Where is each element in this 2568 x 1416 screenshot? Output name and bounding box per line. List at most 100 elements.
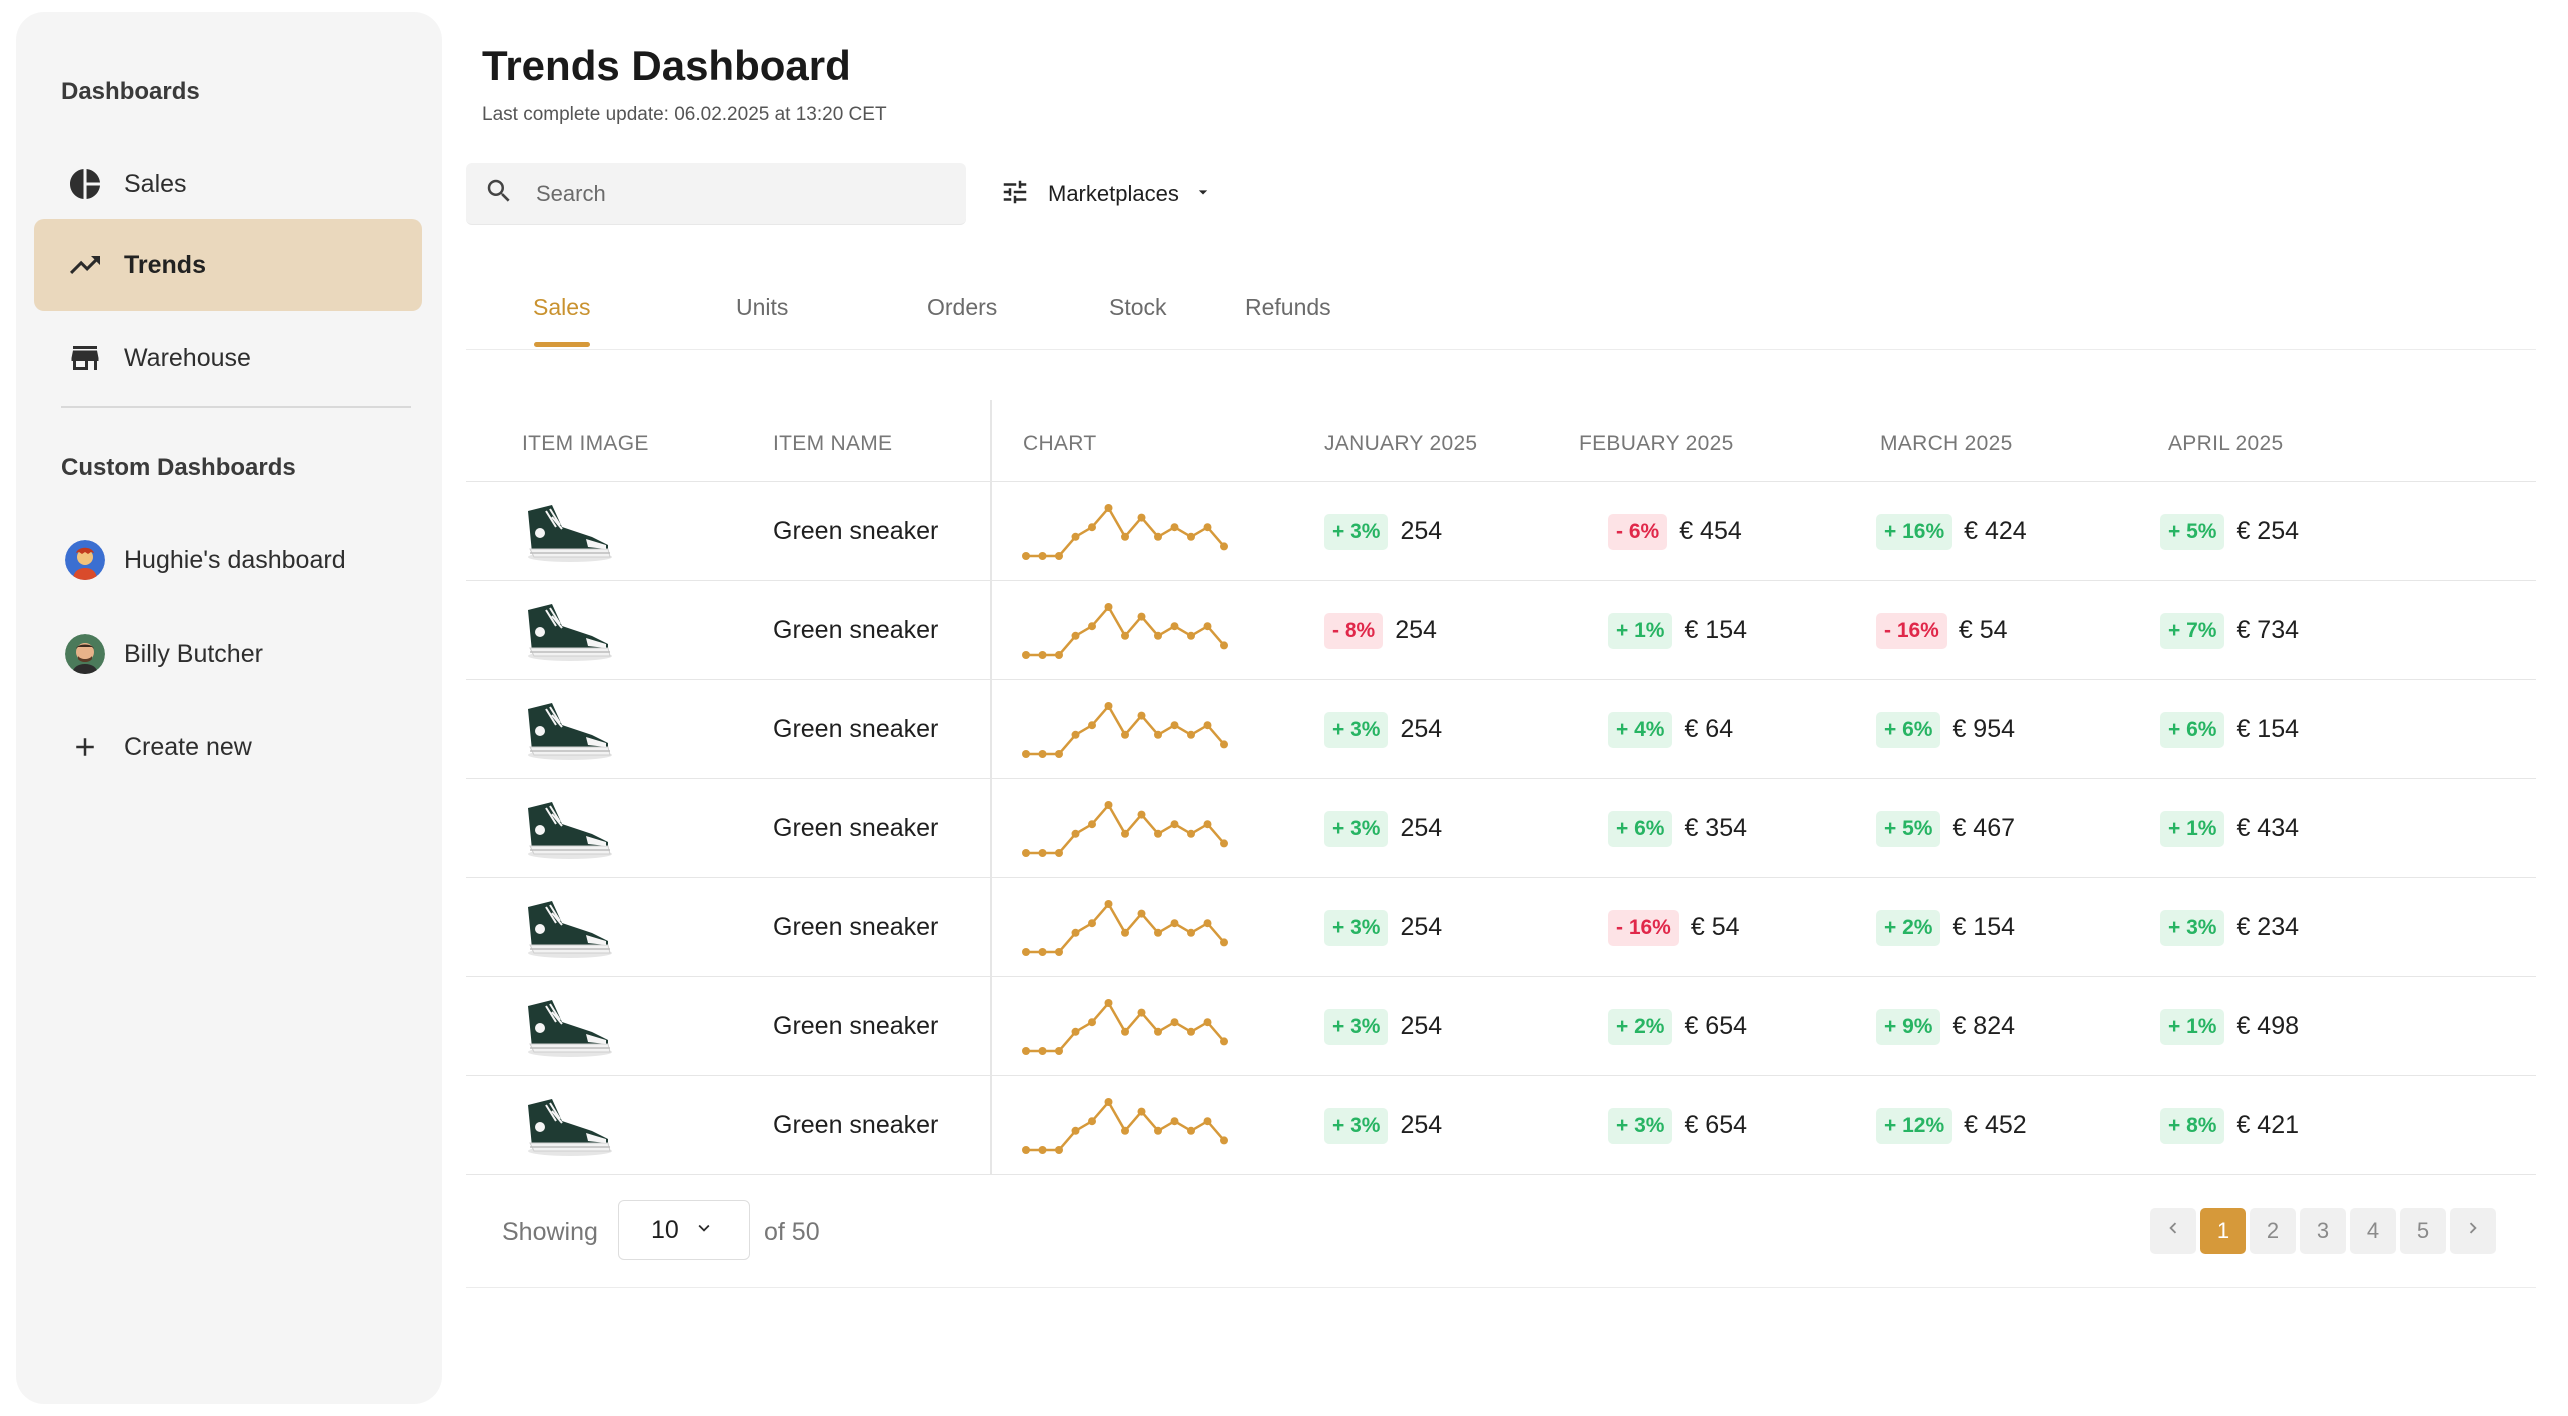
sparkline-point <box>1154 631 1162 640</box>
metric-cell-mar: + 6% € 954 <box>1876 680 2015 779</box>
page-button-5[interactable]: 5 <box>2400 1208 2446 1254</box>
table-row[interactable]: Green sneaker + 3% 254 + 3% € 654 + 12% € 452 +… <box>466 1076 2536 1175</box>
sparkline-point <box>1203 1116 1212 1125</box>
sparkline-point <box>1104 503 1113 512</box>
metric-value: € 654 <box>1684 1012 1748 1040</box>
sparkline-point <box>1022 947 1030 956</box>
tab-orders[interactable]: Orders <box>927 294 998 320</box>
sparkline-point <box>1071 631 1080 640</box>
marketplaces-filter-button[interactable]: Marketplaces <box>1000 170 1213 218</box>
sneaker-image <box>522 977 614 1076</box>
table-footer: Showing 10 of 50 1 2 3 4 5 <box>466 1174 2536 1288</box>
sparkline-point <box>1088 918 1096 927</box>
prev-page-button[interactable] <box>2150 1208 2196 1254</box>
metric-value: € 424 <box>1964 517 2027 545</box>
tab-sales[interactable]: Sales <box>533 294 591 320</box>
metric-cell-jan: + 3% 254 <box>1324 680 1442 779</box>
active-tab-indicator <box>534 342 590 347</box>
tab-units[interactable]: Units <box>736 294 789 320</box>
metric-cell-feb: - 6% € 454 <box>1608 482 1742 581</box>
next-page-button[interactable] <box>2450 1208 2496 1254</box>
page-size-value: 10 <box>651 1215 679 1244</box>
table-row[interactable]: Green sneaker - 8% 254 + 1% € 154 - 16% € 54 + … <box>466 581 2536 680</box>
change-badge: + 3% <box>2160 909 2225 946</box>
sparkline-point <box>1055 1145 1063 1154</box>
change-badge: + 6% <box>1876 711 1941 748</box>
search-box[interactable] <box>466 163 966 225</box>
sparkline-point <box>1038 1145 1047 1154</box>
sparkline-chart <box>1022 602 1228 659</box>
trends-table: ITEM IMAGE ITEM NAME CHART JANUARY 2025 … <box>466 400 2536 1175</box>
tab-stock[interactable]: Stock <box>1109 294 1167 320</box>
sparkline-point <box>1220 739 1228 748</box>
change-badge: + 3% <box>1324 711 1389 748</box>
change-badge: + 4% <box>1608 711 1673 748</box>
sparkline-point <box>1170 522 1179 531</box>
sparkline-point <box>1088 1116 1096 1125</box>
sparkline-point <box>1038 1046 1047 1055</box>
sparkline-point <box>1170 1116 1179 1125</box>
page-button-1[interactable]: 1 <box>2200 1208 2246 1254</box>
sparkline-point <box>1154 928 1162 937</box>
change-badge: + 3% <box>1324 810 1389 847</box>
sparkline-cell <box>1022 482 1228 581</box>
sparkline-point <box>1220 1036 1228 1045</box>
metric-cell-feb: + 6% € 354 <box>1608 779 1747 878</box>
sparkline-point <box>1203 1017 1212 1026</box>
metric-value: € 452 <box>1964 1111 2027 1139</box>
sparkline-point <box>1038 848 1047 857</box>
sidebar-item-label: Trends <box>124 250 206 279</box>
table-row[interactable]: Green sneaker + 3% 254- 16% € 54 + 2% € 154 + … <box>466 878 2536 977</box>
metric-value: € 54 <box>1690 913 1740 941</box>
metric-cell-apr: + 8% € 421 <box>2160 1076 2299 1175</box>
sidebar-divider <box>61 406 411 408</box>
avatar <box>64 633 106 675</box>
sparkline-point <box>1121 532 1129 541</box>
change-badge: + 6% <box>1608 810 1673 847</box>
sparkline-point <box>1220 541 1228 550</box>
create-new-button[interactable]: Create new <box>34 701 422 793</box>
sparkline-point <box>1220 640 1228 649</box>
sidebar-item-trends[interactable]: Trends <box>34 219 422 311</box>
metric-value: € 467 <box>1952 814 2016 842</box>
page-button-4[interactable]: 4 <box>2350 1208 2396 1254</box>
table-row[interactable]: Green sneaker + 3% 254 + 6% € 354 + 5% € 467 + … <box>466 779 2536 878</box>
sparkline-point <box>1104 602 1113 611</box>
metric-cell-apr: + 3% € 234 <box>2160 878 2299 977</box>
page-size-select[interactable]: 10 <box>618 1200 750 1260</box>
page-button-2[interactable]: 2 <box>2250 1208 2296 1254</box>
sparkline-line <box>1026 1099 1225 1151</box>
sidebar-item-billy-butcher[interactable]: Billy Butcher <box>34 608 422 700</box>
table-row[interactable]: Green sneaker + 3% 254 + 2% € 654 + 9% € 824 + … <box>466 977 2536 1076</box>
sparkline-point <box>1022 650 1030 659</box>
sparkline-point <box>1104 1097 1113 1106</box>
sparkline-point <box>1203 819 1212 828</box>
table-row[interactable]: Green sneaker + 3% 254 + 4% € 64 + 6% € 954 + 6… <box>466 680 2536 779</box>
sidebar-item-hughies-dashboard[interactable]: Hughie's dashboard <box>34 514 422 606</box>
item-name: Green sneaker <box>773 1111 939 1139</box>
sparkline-point <box>1121 631 1129 640</box>
tab-refunds[interactable]: Refunds <box>1245 294 1331 320</box>
column-header-march: MARCH 2025 <box>1880 432 2013 455</box>
column-header-february: FEBUARY 2025 <box>1579 432 1734 455</box>
metric-cell-jan: + 3% 254 <box>1324 878 1442 977</box>
metric-value: 254 <box>1400 517 1443 545</box>
search-input[interactable] <box>536 180 936 207</box>
sidebar-item-warehouse[interactable]: Warehouse <box>34 312 422 404</box>
sparkline-point <box>1187 1126 1195 1135</box>
change-badge: + 3% <box>1608 1107 1673 1144</box>
page-button-3[interactable]: 3 <box>2300 1208 2346 1254</box>
sparkline-point <box>1104 800 1113 809</box>
tune-icon <box>1000 177 1030 212</box>
sparkline-point <box>1071 928 1080 937</box>
sidebar-item-label: Create new <box>124 732 252 761</box>
sidebar-item-sales[interactable]: Sales <box>34 138 422 230</box>
sparkline-point <box>1121 829 1129 838</box>
plus-icon <box>64 726 106 768</box>
sparkline-point <box>1088 621 1096 630</box>
sidebar-item-label: Billy Butcher <box>124 639 263 668</box>
sparkline-point <box>1088 819 1096 828</box>
metric-cell-feb: - 16% € 54 <box>1608 878 1740 977</box>
table-row[interactable]: Green sneaker + 3% 254- 6% € 454 + 16% € 424 +… <box>466 482 2536 581</box>
sparkline-point <box>1203 522 1212 531</box>
